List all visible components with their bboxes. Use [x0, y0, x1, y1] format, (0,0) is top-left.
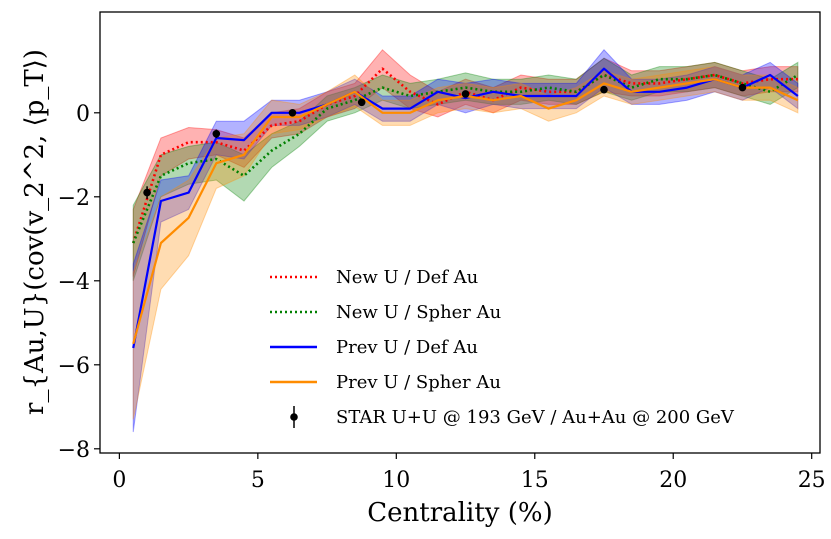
- legend-marker-star: [290, 413, 298, 421]
- x-tick-label: 10: [382, 468, 410, 493]
- band-series-3: [132, 66, 799, 420]
- legend-label-1: New U / Spher Au: [336, 302, 501, 323]
- x-axis-title: Centrality (%): [367, 498, 552, 528]
- legend-label-0: New U / Def Au: [336, 267, 478, 288]
- star-point-6: [738, 83, 747, 92]
- x-tick-label: 20: [659, 468, 687, 493]
- data-points: [143, 83, 747, 199]
- x-axis: 0 5 10 15 20 25: [112, 453, 826, 493]
- y-axis: −8 −6 −4 −2 0: [58, 102, 100, 463]
- star-point-1: [212, 130, 221, 138]
- star-point-4: [461, 90, 470, 98]
- x-tick-label: 5: [251, 468, 265, 493]
- star-point-5: [600, 85, 608, 94]
- y-tick-label: 0: [76, 102, 90, 127]
- legend-label-2: Prev U / Def Au: [336, 337, 478, 358]
- legend: New U / Def Au New U / Spher Au Prev U / D…: [270, 267, 735, 428]
- line-series-2: [132, 67, 799, 349]
- y-tick-label: −8: [58, 438, 90, 463]
- y-tick-label: −4: [58, 270, 90, 295]
- line-series-1: [132, 73, 799, 244]
- star-point-2: [288, 109, 297, 117]
- legend-label-3: Prev U / Spher Au: [336, 372, 501, 393]
- star-point-3: [357, 98, 366, 107]
- plot-frame: [99, 11, 821, 454]
- x-tick-label: 0: [112, 468, 126, 493]
- legend-label-star: STAR U+U @ 193 GeV / Au+Au @ 200 GeV: [336, 407, 735, 428]
- x-tick-label: 15: [521, 468, 549, 493]
- y-tick-label: −2: [58, 186, 90, 211]
- band-series-2: [132, 49, 799, 433]
- y-axis-title: r_{Au,U}(cov(v_2^2, ⟨p_T⟩): [20, 49, 50, 415]
- y-tick-label: −6: [58, 354, 90, 379]
- star-point-0: [143, 188, 151, 197]
- x-tick-label: 25: [798, 468, 826, 493]
